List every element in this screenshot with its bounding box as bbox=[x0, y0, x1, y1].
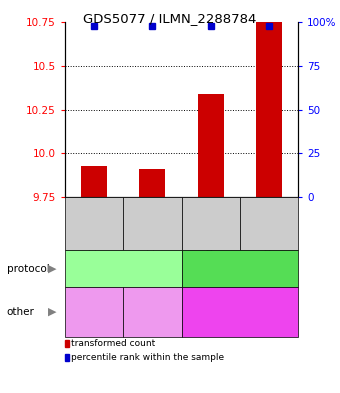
Bar bbox=[256, 22, 282, 197]
Bar bbox=[198, 94, 224, 197]
Bar bbox=[81, 165, 107, 197]
Text: GSM1071454: GSM1071454 bbox=[206, 196, 215, 252]
Text: non-targetting
shRNA: non-targetting shRNA bbox=[207, 302, 273, 322]
Text: percentile rank within the sample: percentile rank within the sample bbox=[71, 353, 224, 362]
Text: shRNA for
3'UTR of
TMEM88: shRNA for 3'UTR of TMEM88 bbox=[135, 302, 170, 322]
Text: ▶: ▶ bbox=[49, 307, 57, 317]
Text: protocol: protocol bbox=[7, 263, 50, 274]
Bar bbox=[139, 169, 166, 197]
Text: other: other bbox=[7, 307, 35, 317]
Text: GSM1071455: GSM1071455 bbox=[265, 196, 273, 252]
Text: GSM1071456: GSM1071456 bbox=[148, 195, 157, 252]
Text: GSM1071457: GSM1071457 bbox=[90, 195, 99, 252]
Text: transformed count: transformed count bbox=[71, 340, 155, 349]
Text: shRNA for
first exon
of TMEM88: shRNA for first exon of TMEM88 bbox=[75, 302, 114, 322]
Text: ▶: ▶ bbox=[49, 263, 57, 274]
Text: GDS5077 / ILMN_2288784: GDS5077 / ILMN_2288784 bbox=[83, 12, 257, 25]
Text: control: control bbox=[223, 263, 257, 274]
Text: TMEM88 depletion: TMEM88 depletion bbox=[81, 264, 165, 273]
